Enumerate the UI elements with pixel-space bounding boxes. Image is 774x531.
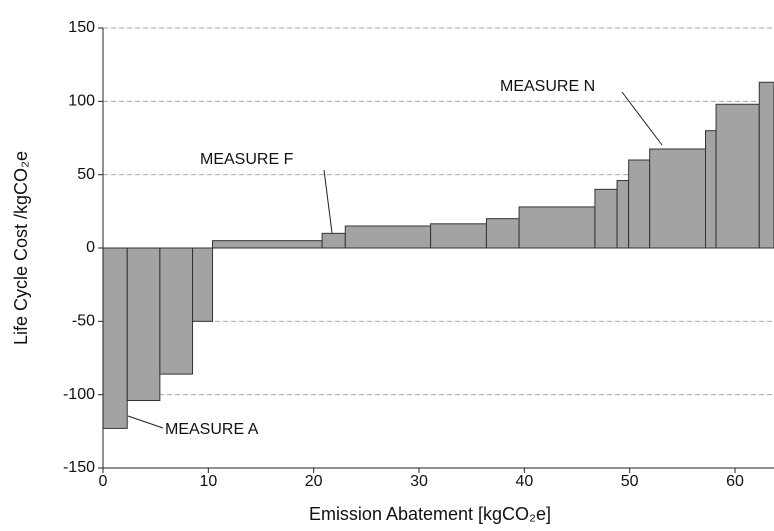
leader-line [621, 91, 663, 146]
y-tick-label: 150 [68, 19, 95, 36]
bar [485, 218, 520, 249]
x-tick-label: 60 [726, 473, 744, 490]
x-tick-label: 10 [199, 473, 217, 490]
bar [192, 247, 214, 322]
annotation: MEASURE A [165, 421, 259, 438]
bar [102, 247, 128, 429]
bar [126, 247, 161, 402]
x-tick-label: 0 [99, 473, 108, 490]
bar [594, 188, 618, 249]
x-tick-label: 30 [410, 473, 428, 490]
bar [715, 103, 760, 249]
y-tick-label: 0 [86, 239, 95, 256]
bar [628, 159, 651, 249]
bar [159, 247, 194, 375]
leader-line [323, 169, 333, 234]
x-tick-label: 50 [621, 473, 639, 490]
leader-line [127, 415, 164, 429]
y-tick-label: 50 [77, 166, 95, 183]
bar [212, 240, 323, 249]
annotations: MEASURE A MEASURE F MEASURE N [127, 78, 663, 438]
bar [616, 180, 630, 249]
x-tick-label: 20 [305, 473, 323, 490]
y-tick-label: 100 [68, 93, 95, 110]
bar [705, 130, 717, 249]
bar [344, 225, 432, 249]
bar [758, 81, 774, 249]
x-tick-label: 40 [515, 473, 533, 490]
bar [649, 148, 707, 249]
annotation: MEASURE N [500, 78, 595, 95]
y-tick-label: -150 [63, 459, 95, 476]
bar [518, 206, 596, 249]
y-tick-label: -50 [72, 313, 95, 330]
y-axis-label: Life Cycle Cost /kgCO₂e [11, 151, 31, 345]
annotation: MEASURE F [200, 151, 294, 168]
bar [321, 232, 346, 249]
y-tick-label: -100 [63, 386, 95, 403]
x-axis-label: Emission Abatement [kgCO₂e] [309, 504, 551, 524]
bar [430, 223, 487, 249]
